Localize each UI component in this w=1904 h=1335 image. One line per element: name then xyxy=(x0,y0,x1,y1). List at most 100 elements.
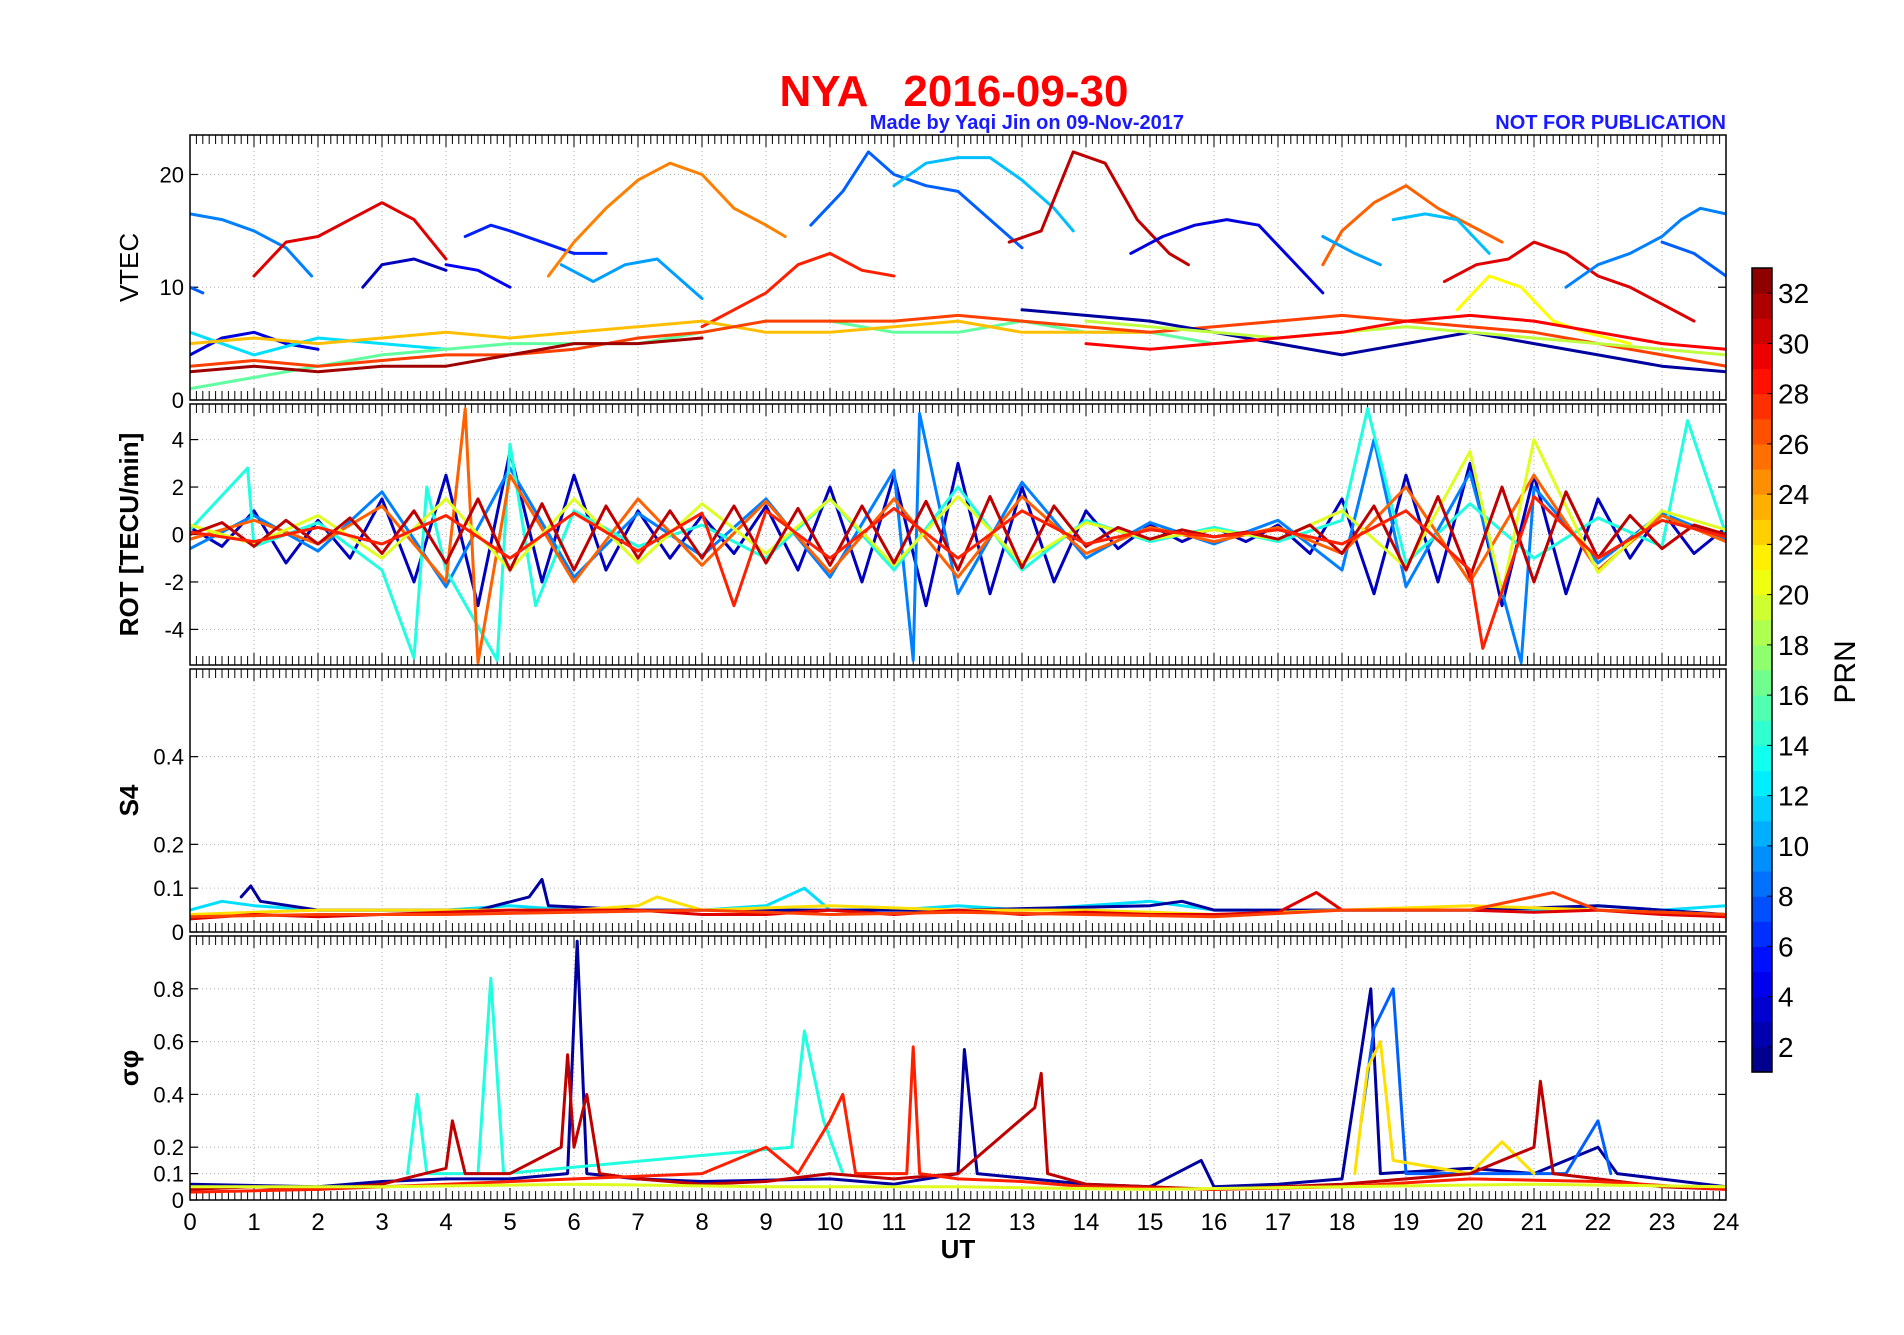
series-line-prn-9 xyxy=(190,412,1726,665)
colorbar-segment xyxy=(1752,896,1772,922)
series-line-prn-22 xyxy=(1353,1040,1536,1176)
colorbar-tick-label: 14 xyxy=(1778,730,1809,761)
colorbar-tick-label: 24 xyxy=(1778,479,1809,510)
colorbar-tick-label: 26 xyxy=(1778,429,1809,460)
colorbar-segment xyxy=(1752,418,1772,445)
colorbar-segment xyxy=(1752,519,1772,545)
chart-notice: NOT FOR PUBLICATION xyxy=(1495,112,1726,134)
y-tick-label: 0 xyxy=(172,388,184,413)
y-tick-label: 0.4 xyxy=(153,1082,184,1107)
x-tick-label: 0 xyxy=(183,1209,196,1236)
series-line-prn-30 xyxy=(252,201,448,278)
series-line-prn-6 xyxy=(463,223,608,255)
colorbar-frame xyxy=(1751,267,1773,1073)
colorbar-segment xyxy=(1752,368,1772,395)
y-tick-label: -2 xyxy=(164,570,184,595)
y-tick-label: 0.6 xyxy=(153,1030,184,1055)
y-axis-label-rot: ROT [TECU/min] xyxy=(114,433,144,637)
x-tick-label: 23 xyxy=(1649,1209,1676,1236)
x-tick-label: 17 xyxy=(1265,1209,1292,1236)
colorbar-segment xyxy=(1752,921,1772,947)
colorbar-segment xyxy=(1752,820,1772,847)
colorbar-segment xyxy=(1752,619,1772,646)
colorbar-segment xyxy=(1752,670,1772,696)
series-line-prn-23 xyxy=(190,319,1152,346)
colorbar-segment xyxy=(1752,770,1772,797)
series-line-prn-32 xyxy=(190,336,704,374)
colorbar-tick-label: 2 xyxy=(1778,1032,1794,1063)
x-tick-label: 22 xyxy=(1585,1209,1612,1236)
colorbar-segment xyxy=(1752,469,1772,495)
panel-s4: 0 0.1 0.2 0.4 S4 xyxy=(114,668,1727,945)
series-line-prn-31 xyxy=(190,1053,1726,1191)
colorbar-segment xyxy=(1752,343,1772,370)
colorbar-segment xyxy=(1752,946,1772,973)
panel-data-vtec xyxy=(190,150,1726,391)
x-tick-label: 12 xyxy=(945,1209,972,1236)
series-line-prn-21 xyxy=(1455,274,1632,346)
colorbar-segment xyxy=(1752,293,1772,319)
y-tick-label: 0.1 xyxy=(153,1162,184,1187)
colorbar-tick-label: 8 xyxy=(1778,881,1794,912)
y-tick-label: 0 xyxy=(172,920,184,945)
panel-data-s4 xyxy=(190,877,1726,921)
y-tick-label: 2 xyxy=(172,475,184,500)
colorbar-tick-label: 10 xyxy=(1778,831,1809,862)
series-line-prn-3 xyxy=(190,450,1726,608)
x-tick-label: 3 xyxy=(375,1209,388,1236)
colorbar-segment xyxy=(1752,569,1772,596)
series-line-prn-10 xyxy=(559,257,704,300)
panel-vtec: 0 10 20 VTEC xyxy=(114,134,1727,413)
colorbar-tick-label: 6 xyxy=(1778,931,1794,962)
series-line-prn-28 xyxy=(190,495,1726,650)
x-tick-label: 13 xyxy=(1009,1209,1036,1236)
colorbar-tick-label: 16 xyxy=(1778,680,1809,711)
colorbar-tick-label: 18 xyxy=(1778,630,1809,661)
x-tick-label: 6 xyxy=(567,1209,580,1236)
x-tick-label: 9 xyxy=(759,1209,772,1236)
panel-frame xyxy=(189,668,1727,933)
series-line-prn-14 xyxy=(406,976,845,1176)
colorbar-segment xyxy=(1752,695,1772,721)
colorbar-tick-label: 20 xyxy=(1778,580,1809,611)
series-line-prn-11 xyxy=(892,156,1075,233)
series-line-prn-2 xyxy=(190,939,1726,1189)
colorbar-tick-label: 4 xyxy=(1778,982,1794,1013)
colorbar-segment xyxy=(1752,720,1772,746)
x-tick-label: 10 xyxy=(817,1209,844,1236)
colorbar-segment xyxy=(1752,268,1772,294)
x-tick-label: 7 xyxy=(631,1209,644,1236)
series-line-prn-27 xyxy=(190,313,1726,368)
series-line-prn-4 xyxy=(1129,218,1325,295)
colorbar-segment xyxy=(1752,1021,1772,1048)
colorbar-tick-label: 22 xyxy=(1778,529,1809,560)
x-axis-label: UT xyxy=(941,1234,976,1264)
series-line-prn-26 xyxy=(1321,184,1504,267)
y-tick-label: 0.2 xyxy=(153,1135,184,1160)
colorbar-segment xyxy=(1752,996,1772,1023)
series-line-prn-20 xyxy=(190,438,1726,596)
colorbar-tick-label: 28 xyxy=(1778,379,1809,410)
series-line-prn-12 xyxy=(190,330,448,357)
series-line-prn-8 xyxy=(190,285,205,295)
panel-frame xyxy=(189,403,1727,666)
panel-data-sigphi xyxy=(190,939,1726,1194)
series-line-prn-9 xyxy=(1564,206,1726,289)
colorbar-segment xyxy=(1752,544,1772,571)
series-line-prn-8 xyxy=(1660,240,1726,278)
x-tick-label: 5 xyxy=(503,1209,516,1236)
y-tick-label: 10 xyxy=(160,275,184,300)
panel-data-rot xyxy=(190,407,1726,665)
series-line-prn-20 xyxy=(190,1182,1726,1191)
colorbar-segment xyxy=(1752,1046,1772,1073)
y-tick-label: 20 xyxy=(160,162,184,187)
colorbar-segment xyxy=(1752,644,1772,671)
series-line-prn-31 xyxy=(1007,150,1190,267)
series-line-prn-8 xyxy=(809,150,1024,250)
series-line-prn-30 xyxy=(1442,240,1696,323)
x-tick-label: 24 xyxy=(1713,1209,1740,1236)
panel-rot: -4 -2 0 2 4 ROT [TECU/min] xyxy=(114,403,1727,666)
colorbar-segment xyxy=(1752,745,1772,772)
series-line-prn-8 xyxy=(1359,987,1613,1176)
